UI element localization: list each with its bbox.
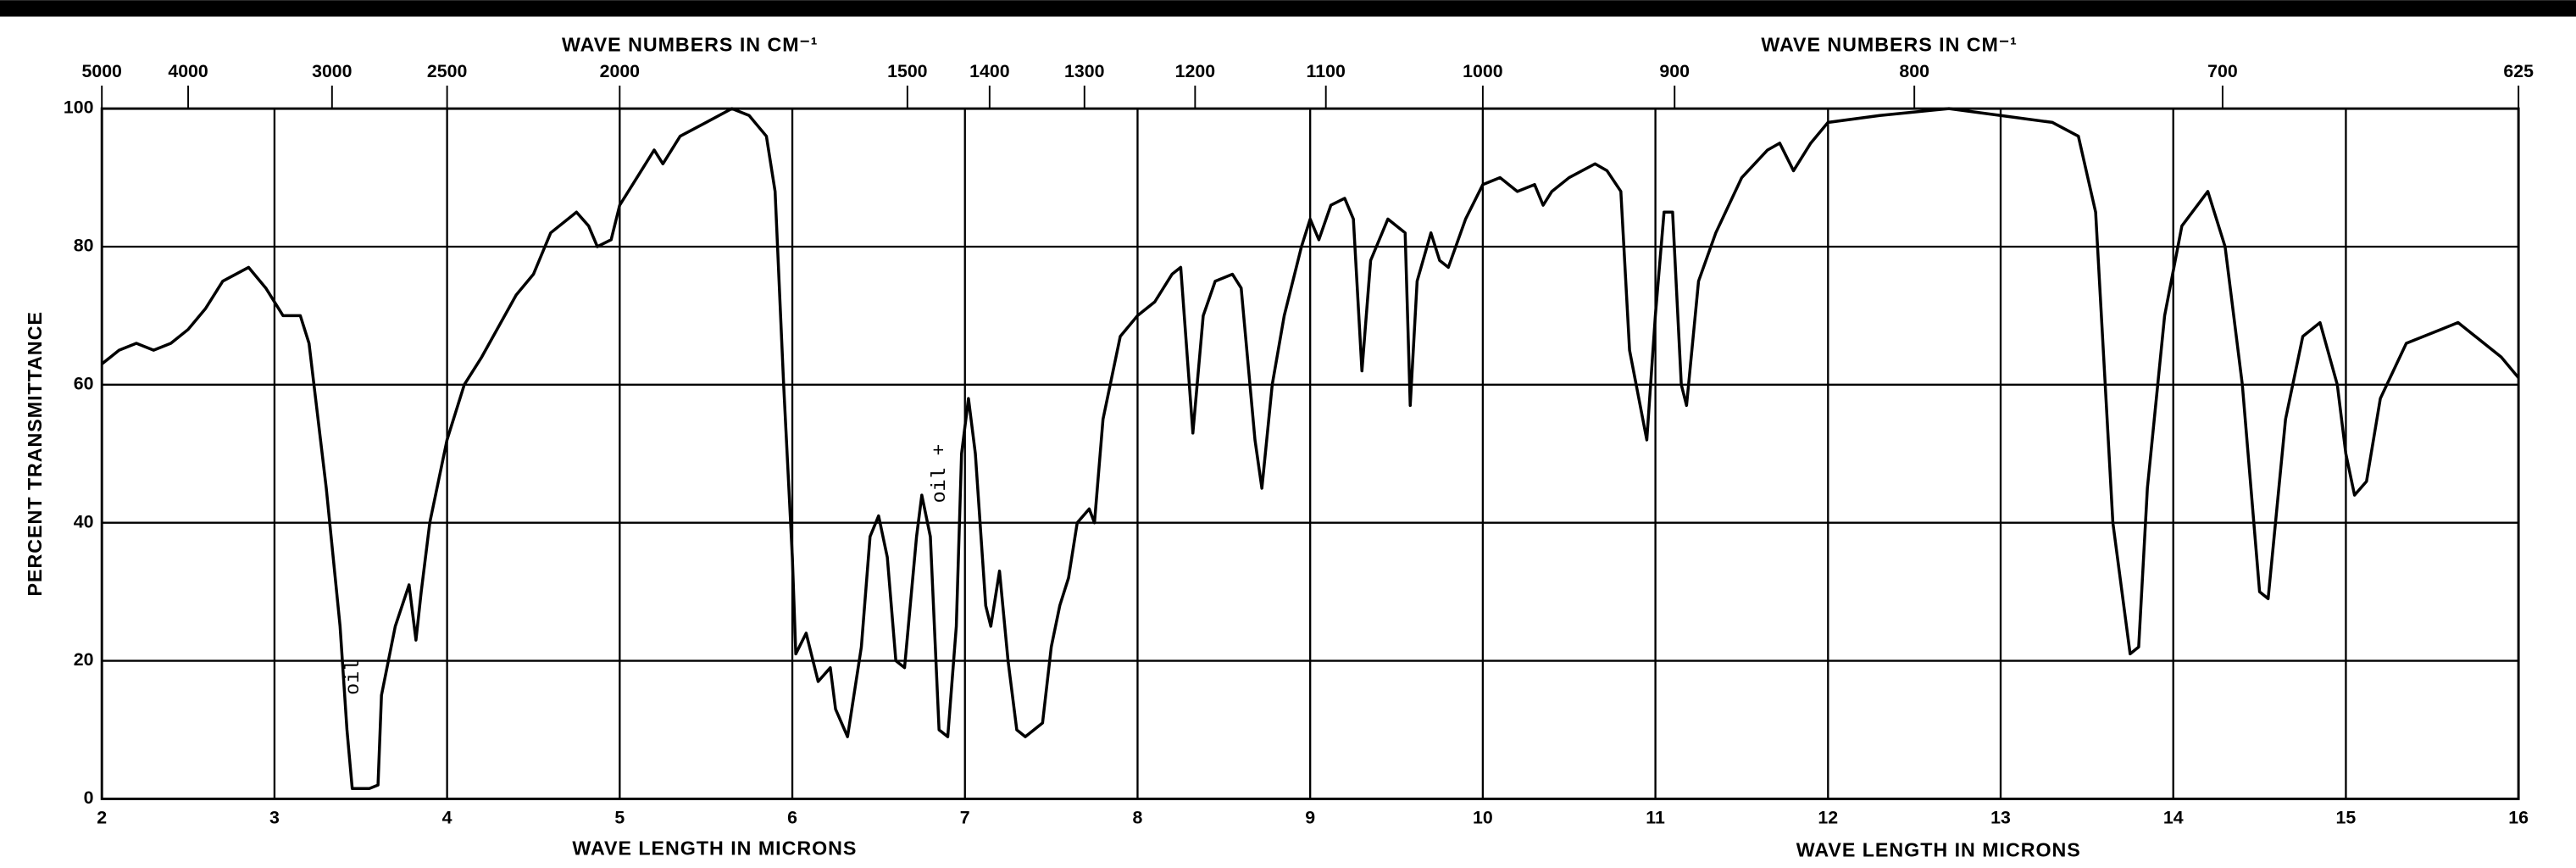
x2-tick-label: 800 bbox=[1899, 61, 1929, 81]
x-tick-label: 16 bbox=[2508, 807, 2529, 827]
x2-tick-label: 5000 bbox=[81, 61, 121, 81]
x2-tick-label: 1300 bbox=[1064, 61, 1104, 81]
x2-tick-label: 1100 bbox=[1307, 61, 1346, 81]
x2-axis-title: WAVE NUMBERS IN CM⁻¹ bbox=[562, 34, 818, 56]
y-axis-title: PERCENT TRANSMITTANCE bbox=[24, 311, 46, 596]
y-tick-label: 80 bbox=[74, 236, 94, 256]
x2-tick-label: 1200 bbox=[1175, 61, 1215, 81]
y-tick-label: 60 bbox=[74, 373, 94, 393]
y-tick-label: 20 bbox=[74, 649, 94, 670]
top-band bbox=[0, 0, 2576, 17]
x2-tick-label: 2500 bbox=[427, 61, 467, 81]
x2-tick-label: 900 bbox=[1659, 61, 1690, 81]
x-tick-label: 7 bbox=[960, 807, 970, 827]
x-tick-label: 11 bbox=[1646, 807, 1665, 827]
x2-tick-label: 4000 bbox=[168, 61, 208, 81]
x-axis-title: WAVE LENGTH IN MICRONS bbox=[1796, 839, 2081, 861]
x-axis-title: WAVE LENGTH IN MICRONS bbox=[572, 837, 857, 860]
x-tick-label: 15 bbox=[2336, 807, 2357, 827]
x2-tick-label: 1000 bbox=[1463, 61, 1502, 81]
x-tick-label: 12 bbox=[1818, 807, 1838, 827]
x-tick-label: 6 bbox=[787, 807, 797, 827]
annotation: oil + bbox=[929, 444, 951, 504]
y-tick-label: 100 bbox=[64, 97, 94, 118]
x-tick-label: 5 bbox=[614, 807, 625, 827]
x-tick-label: 3 bbox=[269, 807, 280, 827]
x-tick-label: 4 bbox=[442, 807, 452, 827]
x-tick-label: 8 bbox=[1133, 807, 1143, 827]
x-tick-label: 9 bbox=[1305, 807, 1315, 827]
x-tick-label: 13 bbox=[1990, 807, 2011, 827]
x2-axis-title: WAVE NUMBERS IN CM⁻¹ bbox=[1761, 34, 2017, 56]
x-tick-label: 14 bbox=[2163, 807, 2184, 827]
annotation: oil bbox=[342, 659, 364, 695]
x2-tick-label: 2000 bbox=[600, 61, 640, 81]
plot-frame bbox=[100, 107, 2520, 800]
x2-tick-label: 3000 bbox=[312, 61, 352, 81]
x2-tick-label: 1500 bbox=[887, 61, 927, 81]
x-tick-label: 2 bbox=[97, 807, 107, 827]
x2-tick-label: 625 bbox=[2503, 61, 2534, 81]
x2-tick-label: 1400 bbox=[969, 61, 1009, 81]
x2-tick-label: 700 bbox=[2207, 61, 2238, 81]
y-tick-label: 40 bbox=[74, 511, 94, 531]
spectrum-line bbox=[101, 107, 2520, 790]
x-tick-label: 10 bbox=[1473, 807, 1493, 827]
y-tick-label: 0 bbox=[84, 787, 94, 808]
